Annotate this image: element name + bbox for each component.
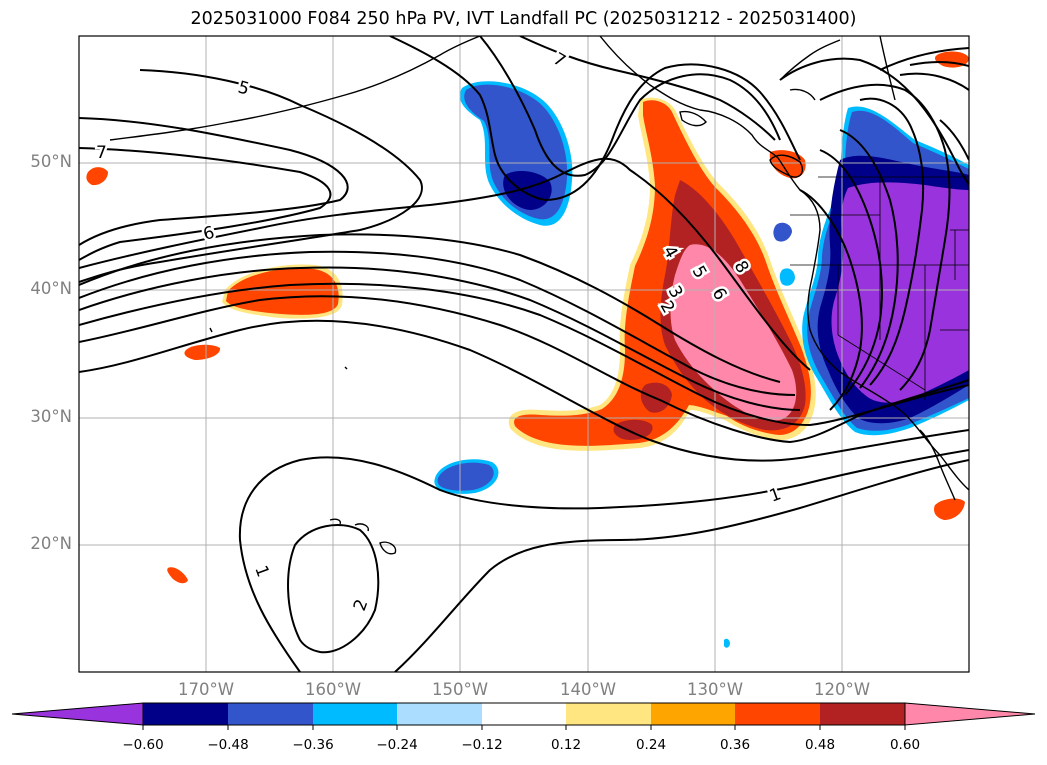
colorbar-bin — [143, 703, 228, 725]
pv-contour-21 — [839, 129, 899, 389]
pv-contour-10 — [389, 36, 801, 202]
pv-contour-one-south — [79, 319, 969, 462]
colorbar-tick-label: −0.24 — [376, 737, 418, 753]
colorbar — [11, 702, 1036, 730]
pv-contour-5 — [79, 233, 781, 383]
state-borders — [790, 176, 969, 400]
ivt-pc-shading — [86, 51, 969, 648]
lon-label: 130°W — [686, 680, 744, 699]
colorbar-bin — [651, 703, 735, 725]
pv-contour-one-loop — [238, 449, 969, 672]
lon-label: 120°W — [813, 680, 871, 699]
graticule — [79, 36, 969, 672]
colorbar-tick-label: 0.48 — [804, 737, 836, 753]
colorbar-bin — [482, 703, 566, 725]
pv-contour-14 — [819, 83, 951, 391]
pv-contour-1 — [79, 295, 969, 444]
contour-label: 6 — [201, 223, 217, 245]
lat-label: 50°N — [30, 152, 72, 171]
pv-contour-13 — [779, 57, 969, 186]
colorbar-tick-label: −0.12 — [461, 737, 503, 753]
colorbar-tick-label: −0.48 — [207, 737, 249, 753]
colorbar-tick-label: −0.60 — [122, 737, 164, 753]
pv-contour-18 — [879, 47, 969, 71]
pv-contour-7 — [79, 117, 349, 246]
colorbar-tick-label: 0.36 — [719, 737, 751, 753]
colorbar-bin — [228, 703, 313, 725]
pv-contour-one-east — [394, 459, 969, 672]
contour-label: 2 — [350, 597, 372, 614]
pv-contour-11 — [479, 36, 781, 177]
pv-contour-19 — [799, 189, 863, 411]
contour-label: 1 — [250, 563, 272, 580]
colorbar-tick-label: −0.36 — [292, 737, 334, 753]
pv-contour-4 — [79, 250, 796, 396]
colorbar-bin — [313, 703, 397, 725]
lat-label: 20°N — [30, 534, 72, 553]
colorbar-tick-label: 0.60 — [889, 737, 921, 753]
lon-label: 150°W — [431, 680, 489, 699]
pv-contour-2 — [79, 282, 969, 427]
colorbar-bin — [820, 703, 905, 725]
colorbar-bin — [735, 703, 820, 725]
lat-label: 30°N — [30, 407, 72, 426]
pv-contour-12 — [519, 36, 776, 141]
map-frame — [78, 35, 970, 673]
lon-label: 140°W — [559, 680, 617, 699]
pv-contour-22 — [939, 119, 969, 161]
pv-contour-16 — [899, 72, 969, 91]
pv-contour-8 — [79, 147, 332, 261]
pv-contour-6 — [79, 157, 811, 371]
pv-contour-15 — [859, 97, 925, 386]
lat-label: 40°N — [30, 279, 72, 298]
colorbar-bin — [566, 703, 651, 725]
colorbar-extend-right — [904, 702, 1036, 726]
contour-label: 1 — [767, 484, 784, 506]
pv-contour-3 — [79, 266, 801, 411]
contour-label: 7 — [550, 49, 569, 72]
colorbar-extend-left — [11, 702, 144, 726]
contour-label: 5 — [236, 78, 252, 100]
lon-label: 160°W — [304, 680, 362, 699]
pv-contour-17 — [909, 61, 969, 67]
pv-contour-two — [287, 524, 380, 654]
colorbar-bin — [397, 703, 482, 725]
coastlines — [109, 36, 969, 555]
contour-label: 7 — [96, 143, 107, 163]
pv-contour-20 — [819, 149, 883, 396]
map-title: 2025031000 F084 250 hPa PV, IVT Landfall… — [190, 9, 857, 29]
lon-label: 170°W — [177, 680, 235, 699]
colorbar-tick-label: 0.12 — [550, 737, 582, 753]
colorbar-tick-label: 0.24 — [635, 737, 667, 753]
pv-contour-9 — [79, 69, 423, 283]
pv-contours — [79, 36, 969, 672]
